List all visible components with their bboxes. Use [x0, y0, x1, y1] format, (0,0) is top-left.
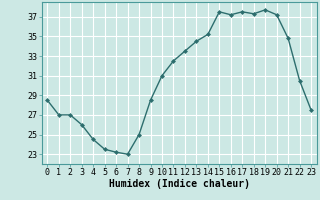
X-axis label: Humidex (Indice chaleur): Humidex (Indice chaleur) — [109, 179, 250, 189]
